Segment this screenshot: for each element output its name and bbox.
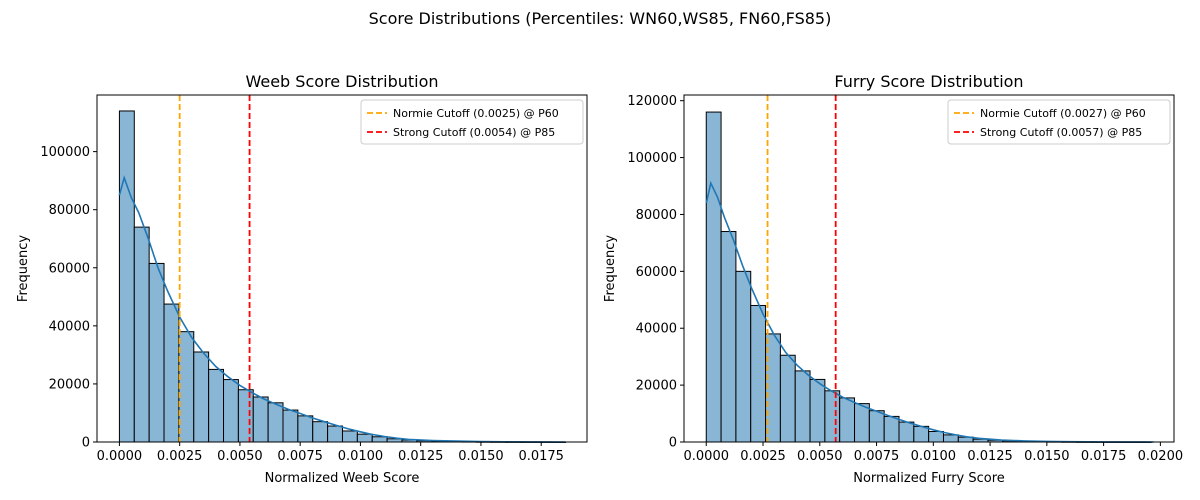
furry-hist-bar xyxy=(839,397,856,443)
furry-x-tick-label: 0.0100 xyxy=(911,449,957,464)
weeb-hist-bar xyxy=(327,425,343,443)
furry-x-tick-label: 0.0200 xyxy=(1138,449,1184,464)
weeb-hist-bar xyxy=(356,433,373,443)
furry-y-tick-label: 20000 xyxy=(636,379,677,394)
furry-y-tick-label: 80000 xyxy=(636,208,677,223)
weeb-hist-bar xyxy=(148,262,165,443)
furry-hist-bar xyxy=(883,415,900,443)
furry-axes-frame xyxy=(683,94,1175,443)
furry-hist-bar xyxy=(942,434,959,443)
weeb-score-panel: 0.0000 0.0025 0.0050 0.0075 0.0100 0.0125 0.01… xyxy=(16,72,588,486)
furry-hist-bar xyxy=(868,410,885,443)
furry-x-tick-label: 0.0025 xyxy=(740,449,786,464)
furry-hist-bar xyxy=(705,111,722,443)
weeb-axes-title: Weeb Score Distribution xyxy=(245,72,438,91)
weeb-legend xyxy=(360,99,584,145)
weeb-hist-bar xyxy=(267,402,284,443)
weeb-hist-bar xyxy=(178,331,195,443)
weeb-y-tick-label: 0 xyxy=(82,436,90,451)
furry-x-tick-label: 0.0000 xyxy=(684,449,730,464)
furry-y-tick-label: 120000 xyxy=(627,94,677,109)
furry-hist-bar xyxy=(913,425,930,443)
weeb-x-tick-label: 0.0075 xyxy=(277,449,323,464)
furry-hist-bar xyxy=(794,370,811,443)
furry-axes-title: Furry Score Distribution xyxy=(834,72,1023,91)
furry-x-axis-label: Normalized Furry Score xyxy=(853,471,1005,486)
weeb-x-tick-label: 0.0050 xyxy=(217,449,263,464)
weeb-y-tick-label: 60000 xyxy=(49,261,90,276)
furry-hist-bar xyxy=(898,421,915,443)
weeb-x-tick-label: 0.0025 xyxy=(157,449,203,464)
weeb-hist-bar xyxy=(282,409,299,443)
weeb-hist-bar xyxy=(371,436,388,443)
weeb-x-tick-label: 0.0125 xyxy=(398,449,444,464)
weeb-y-tick-label: 40000 xyxy=(49,319,90,334)
furry-x-tick-label: 0.0075 xyxy=(854,449,900,464)
furry-x-tick-label: 0.0050 xyxy=(797,449,843,464)
weeb-hist-bar xyxy=(133,226,150,443)
weeb-hist-bar xyxy=(193,351,210,443)
furry-kde-line xyxy=(705,180,1154,443)
figure-suptitle: Score Distributions (Percentiles: WN60,W… xyxy=(369,9,832,28)
furry-legend-entry: Strong Cutoff (0.0057) @ P85 xyxy=(980,126,1142,139)
weeb-x-tick-label: 0.0000 xyxy=(97,449,143,464)
furry-y-tick-label: 60000 xyxy=(636,265,677,280)
furry-hist-bar xyxy=(928,430,944,443)
weeb-hist-bar xyxy=(223,379,239,443)
furry-y-tick-label: 100000 xyxy=(627,151,677,166)
weeb-legend-entry: Normie Cutoff (0.0025) @ P60 xyxy=(393,107,559,120)
weeb-hist-bar xyxy=(118,110,135,443)
furry-x-tick-label: 0.0125 xyxy=(967,449,1013,464)
weeb-x-tick-label: 0.0150 xyxy=(458,449,504,464)
weeb-hist-bar xyxy=(237,389,254,443)
weeb-hist-bar xyxy=(208,368,225,443)
weeb-axes-frame xyxy=(96,94,588,443)
weeb-x-axis-label: Normalized Weeb Score xyxy=(265,471,420,486)
furry-y-tick-label: 0 xyxy=(669,436,677,451)
weeb-y-tick-label: 80000 xyxy=(49,203,90,218)
furry-legend-entry: Normie Cutoff (0.0027) @ P60 xyxy=(980,107,1146,120)
weeb-hist-bar xyxy=(163,303,180,443)
weeb-y-tick-label: 20000 xyxy=(49,377,90,392)
weeb-legend-entry: Strong Cutoff (0.0054) @ P85 xyxy=(393,126,555,139)
weeb-hist-bar xyxy=(252,396,269,443)
furry-y-axis-label: Frequency xyxy=(603,235,618,302)
furry-hist-bar xyxy=(809,378,826,443)
weeb-y-axis-label: Frequency xyxy=(16,235,31,302)
weeb-x-tick-label: 0.0100 xyxy=(338,449,384,464)
weeb-hist-bar xyxy=(312,421,329,443)
weeb-y-tick-label: 100000 xyxy=(40,145,90,160)
weeb-kde-line xyxy=(118,175,566,443)
weeb-x-tick-label: 0.0175 xyxy=(518,449,564,464)
furry-hist-bar xyxy=(750,304,767,443)
furry-hist-bar xyxy=(854,403,870,443)
weeb-hist-bar xyxy=(297,415,314,443)
furry-y-tick-label: 40000 xyxy=(636,322,677,337)
furry-hist-bar xyxy=(824,390,841,443)
furry-x-tick-label: 0.0150 xyxy=(1024,449,1070,464)
furry-score-panel: 0.0000 0.0025 0.0050 0.0075 0.0100 0.0125 0.01… xyxy=(603,72,1183,486)
furry-hist-bar xyxy=(779,354,796,443)
furry-x-tick-label: 0.0175 xyxy=(1081,449,1127,464)
weeb-hist-bar xyxy=(341,430,358,443)
furry-legend xyxy=(947,99,1171,145)
furry-hist-bar xyxy=(735,270,752,443)
furry-hist-bar xyxy=(720,231,737,443)
